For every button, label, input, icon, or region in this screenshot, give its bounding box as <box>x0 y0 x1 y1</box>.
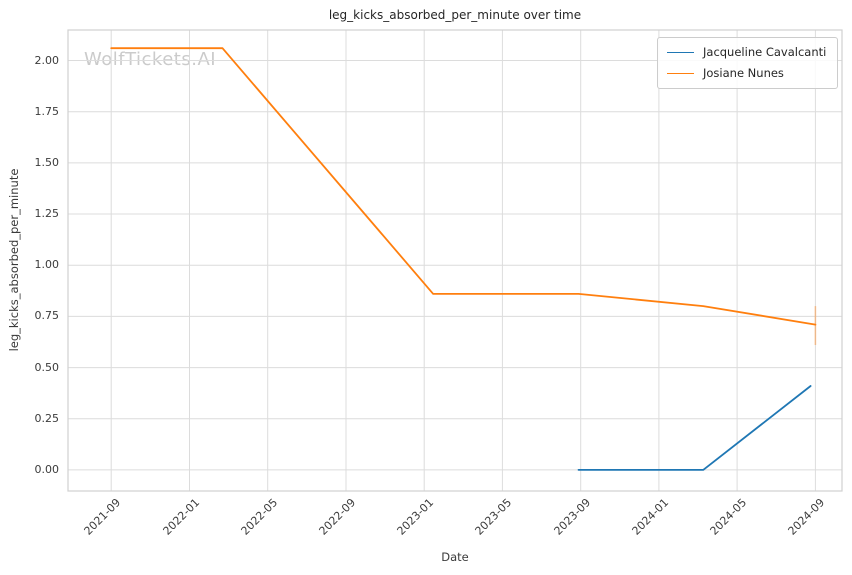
series-line-josiane-nunes <box>110 47 817 326</box>
legend-item-label: Jacqueline Cavalcanti <box>703 45 827 59</box>
legend-line-sample <box>667 52 694 53</box>
x-axis-label: Date <box>441 550 469 564</box>
y-tick-label: 1.75 <box>34 104 60 118</box>
y-tick-label: 0.50 <box>34 360 60 374</box>
y-tick-label: 2.00 <box>34 53 60 67</box>
legend-line-sample <box>667 73 694 74</box>
legend-item-jacqueline-cavalcanti: Jacqueline Cavalcanti <box>667 46 828 59</box>
legend: Jacqueline Cavalcanti Josiane Nunes <box>657 37 838 89</box>
chart-title: leg_kicks_absorbed_per_minute over time <box>328 8 582 22</box>
legend-item-label: Josiane Nunes <box>703 66 784 80</box>
y-tick-label: 0.75 <box>34 309 60 323</box>
watermark: WolfTickets.AI <box>84 49 217 70</box>
y-tick-label: 1.00 <box>34 258 60 272</box>
legend-item-josiane-nunes: Josiane Nunes <box>667 67 828 80</box>
plot-border <box>67 29 843 492</box>
y-tick-label: 1.50 <box>34 155 60 169</box>
y-tick-label: 1.25 <box>34 207 60 220</box>
y-tick-label: 0.25 <box>34 411 60 425</box>
y-tick-label: 0.00 <box>34 462 60 476</box>
series-line-jacqueline-cavalcanti <box>577 385 812 471</box>
y-axis-label: leg_kicks_absorbed_per_minute <box>7 168 21 352</box>
